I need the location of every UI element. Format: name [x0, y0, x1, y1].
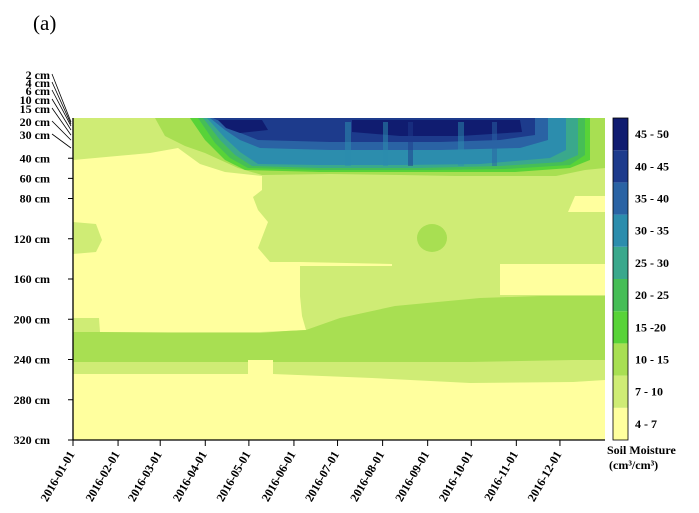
moisture-region-4-7-right-mid — [500, 264, 605, 295]
depth-tick-label: 160 cm — [14, 272, 50, 286]
depth-tick-label: 80 cm — [20, 192, 50, 206]
moisture-region-10-15-mid — [73, 296, 605, 374]
moisture-streak-3 — [408, 122, 413, 166]
depth-tick-label: 20 cm — [20, 115, 50, 129]
legend-label: 7 - 10 — [635, 385, 663, 399]
legend: 4 - 7 7 - 10 10 - 15 15 -20 20 - 25 25 - 30 30… — [607, 117, 676, 472]
depth-tick-label: 4 cm — [26, 76, 50, 90]
legend-swatch — [613, 343, 628, 376]
legend-label: 20 - 25 — [635, 288, 669, 302]
date-tick-label: 2016-11-01 — [481, 449, 521, 504]
depth-tick-label: 6 cm — [26, 84, 50, 98]
moisture-region-7-10-left-patch — [73, 222, 102, 254]
panel-label: (a) — [33, 11, 56, 35]
date-axis: 2016-01-01 2016-02-01 2016-03-01 2016-04-01… — [37, 440, 565, 504]
moisture-region-4-7-upper-left — [73, 148, 392, 332]
legend-swatch — [613, 214, 628, 247]
depth-tick-label: 120 cm — [14, 232, 50, 246]
date-tick-label: 2016-04-01 — [170, 449, 210, 504]
moisture-region-45-50-b — [352, 120, 522, 136]
depth-tick-label: 320 cm — [14, 433, 50, 447]
depth-tick-label: 2 cm — [26, 68, 50, 82]
depth-tick-label: 60 cm — [20, 171, 50, 185]
depth-leader-30 — [51, 133, 72, 149]
moisture-region-4-7-bottom — [73, 360, 605, 440]
legend-swatch — [613, 150, 628, 183]
depth-leader-15 — [51, 107, 72, 136]
depth-leader-6 — [51, 89, 72, 127]
legend-label: 25 - 30 — [635, 256, 669, 270]
depth-tick-label: 15 cm — [20, 102, 50, 116]
date-tick-label: 2016-09-01 — [392, 449, 432, 504]
depth-leader-4 — [51, 81, 72, 125]
depth-leader-2 — [51, 73, 72, 123]
moisture-region-45-50-a — [218, 120, 268, 133]
legend-swatch — [613, 375, 628, 408]
moisture-region-7-10-gap — [392, 264, 500, 295]
depth-leader-20 — [51, 120, 72, 141]
legend-label: 35 - 40 — [635, 192, 669, 206]
legend-swatch — [613, 182, 628, 215]
date-tick-label: 2016-08-01 — [347, 449, 387, 504]
legend-title: Soil Moisture — [607, 443, 676, 457]
date-tick-label: 2016-03-01 — [125, 449, 165, 504]
depth-tick-label: 40 cm — [20, 151, 50, 165]
legend-label: 10 - 15 — [635, 353, 669, 367]
moisture-streak-5 — [492, 122, 497, 166]
date-tick-label: 2016-12-01 — [524, 449, 564, 504]
legend-label: 30 - 35 — [635, 224, 669, 238]
date-tick-label: 2016-07-01 — [302, 449, 342, 504]
depth-tick-label: 10 cm — [20, 93, 50, 107]
date-tick-label: 2016-06-01 — [258, 449, 298, 504]
depth-leader-10 — [51, 98, 72, 131]
legend-units: (cm³/cm³) — [609, 458, 658, 472]
moisture-streak-1 — [345, 122, 351, 166]
legend-label: 40 - 45 — [635, 159, 669, 173]
depth-tick-label: 240 cm — [14, 353, 50, 367]
legend-frame — [612, 117, 629, 441]
moisture-streak-2 — [383, 122, 388, 166]
date-tick-label: 2016-01-01 — [37, 449, 77, 504]
date-tick-label: 2016-10-01 — [436, 448, 476, 503]
legend-swatch — [613, 407, 628, 440]
depth-tick-label: 30 cm — [20, 128, 50, 142]
depth-tick-label: 280 cm — [14, 393, 50, 407]
date-tick-label: 2016-02-01 — [83, 449, 123, 504]
legend-swatch — [613, 311, 628, 344]
moisture-region-10-15-blob — [417, 224, 447, 252]
legend-label: 45 - 50 — [635, 127, 669, 141]
legend-swatch — [613, 246, 628, 279]
moisture-region-4-7-right-upper — [568, 196, 605, 212]
legend-swatch — [613, 118, 628, 151]
legend-label: 4 - 7 — [635, 417, 657, 431]
date-tick-label: 2016-05-01 — [213, 449, 253, 504]
depth-tick-label: 200 cm — [14, 312, 50, 326]
moisture-streak-4 — [458, 122, 464, 166]
moisture-field — [73, 118, 605, 440]
legend-swatch — [613, 279, 628, 312]
legend-label: 15 -20 — [635, 320, 666, 334]
